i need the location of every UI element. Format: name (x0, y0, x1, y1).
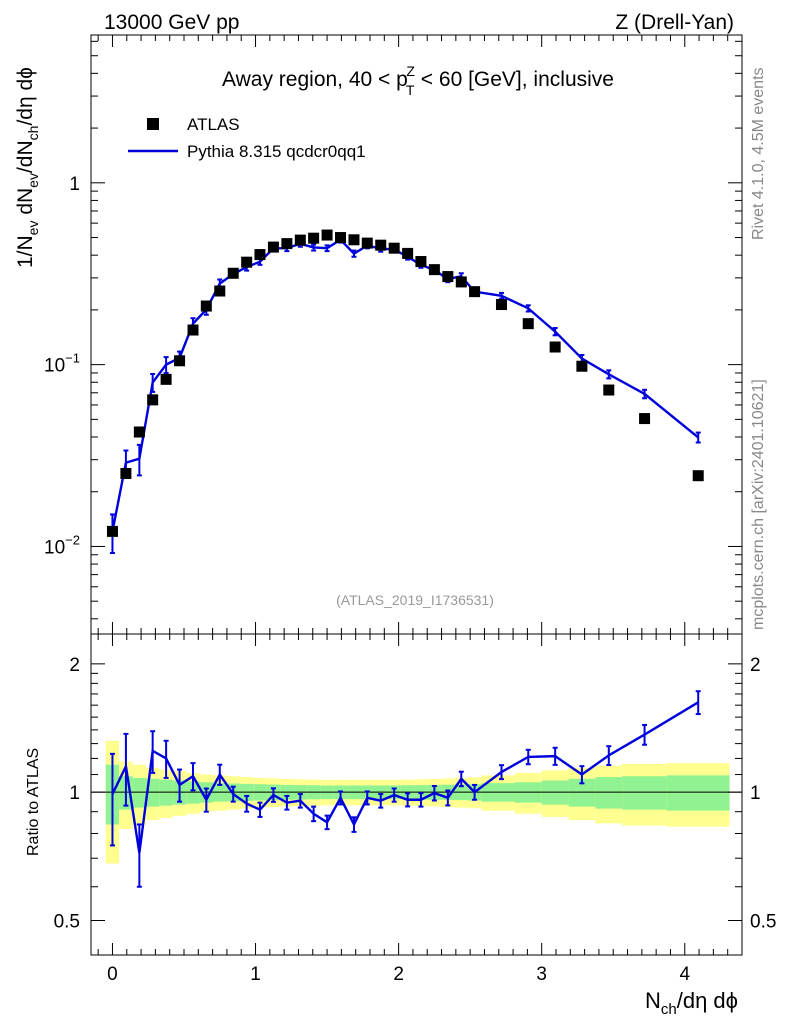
atlas-data-point (415, 256, 427, 268)
x-axis-label: Nch/dη dϕ (645, 988, 738, 1018)
legend-atlas-label: ATLAS (187, 115, 240, 134)
atlas-data-point (254, 249, 266, 261)
atlas-data-point (174, 355, 186, 367)
atlas-data-point (321, 229, 333, 241)
main-panel: 10−2 10−1 1 1/Nev dNev/dNch/dη dϕ Away regio… (14, 34, 743, 955)
x-tick-label: 0 (107, 964, 118, 985)
atlas-data-point (120, 467, 132, 479)
atlas-data-point (603, 384, 615, 396)
ratio-y-tick-label-right: 2 (750, 655, 761, 676)
atlas-data-point (402, 247, 414, 259)
ratio-band-inner (622, 776, 667, 810)
atlas-data-point (133, 426, 145, 438)
ratio-panel: 0 1 2 3 4 0.5 0.5 1 1 2 2 Ratio to ATLAS Nch/dη dϕ (25, 633, 776, 1018)
atlas-data-point (522, 318, 534, 330)
atlas-data-point (335, 232, 347, 244)
legend-atlas-marker (147, 118, 159, 130)
rivet-label: Rivet 4.1.0, 4.5M events (750, 67, 767, 240)
atlas-data-point (200, 300, 212, 312)
y-axis-label: 1/Nev dNev/dNch/dη dϕ (14, 67, 41, 268)
atlas-data-point (639, 413, 651, 425)
ratio-band-inner (132, 777, 146, 808)
energy-label: 13000 GeV pp (104, 11, 239, 34)
ratio-y-tick-label: 2 (69, 655, 80, 676)
atlas-data-point (469, 286, 481, 298)
atlas-data-point (147, 394, 159, 406)
atlas-data-point (495, 299, 507, 311)
y-tick-label: 1 (69, 174, 80, 195)
atlas-data-point (549, 341, 561, 353)
process-label: Z (Drell-Yan) (615, 11, 734, 34)
atlas-data-point (241, 256, 253, 268)
y-tick-label: 10−1 (44, 351, 80, 377)
atlas-data-point (294, 234, 306, 246)
ratio-y-tick-label-right: 0.5 (750, 912, 776, 933)
y-tick-label: 10−2 (44, 532, 80, 558)
source-label: mcplots.cern.ch [arXiv:2401.10621] (750, 379, 767, 630)
atlas-data-point (576, 360, 588, 372)
atlas-data-point (160, 373, 172, 385)
atlas-data-point (455, 276, 467, 288)
atlas-data-point (428, 264, 440, 276)
reference-label: (ATLAS_2019_I1736531) (336, 592, 494, 608)
atlas-data-point (375, 239, 387, 251)
ratio-frame (90, 633, 743, 956)
atlas-data-point (308, 232, 320, 244)
ratio-band-inner (666, 775, 730, 811)
atlas-data-point (348, 234, 360, 246)
atlas-data-point (106, 525, 118, 537)
legend-pythia-label: Pythia 8.315 qcdcr0qq1 (187, 142, 366, 161)
ratio-band-inner (595, 777, 623, 809)
x-tick-label: 4 (679, 964, 690, 985)
x-tick-label: 3 (536, 964, 547, 985)
ratio-y-tick-label-right: 1 (750, 783, 761, 804)
atlas-data-point (187, 324, 199, 336)
atlas-data-point (361, 237, 373, 249)
atlas-data-point (692, 470, 704, 482)
chart-title: Away region, 40 < pTZ < 60 [GeV], inclus… (222, 63, 614, 98)
ratio-y-tick-label: 1 (69, 783, 80, 804)
atlas-data-point (388, 242, 400, 254)
atlas-data-point (267, 241, 279, 253)
ratio-y-tick-label: 0.5 (54, 912, 80, 933)
atlas-data-point (281, 238, 293, 250)
x-tick-label: 2 (393, 964, 404, 985)
atlas-data-point (227, 267, 239, 279)
atlas-data-point (442, 271, 454, 283)
ratio-y-axis-label: Ratio to ATLAS (25, 748, 42, 856)
x-tick-label: 1 (250, 964, 261, 985)
atlas-data-point (214, 285, 226, 297)
